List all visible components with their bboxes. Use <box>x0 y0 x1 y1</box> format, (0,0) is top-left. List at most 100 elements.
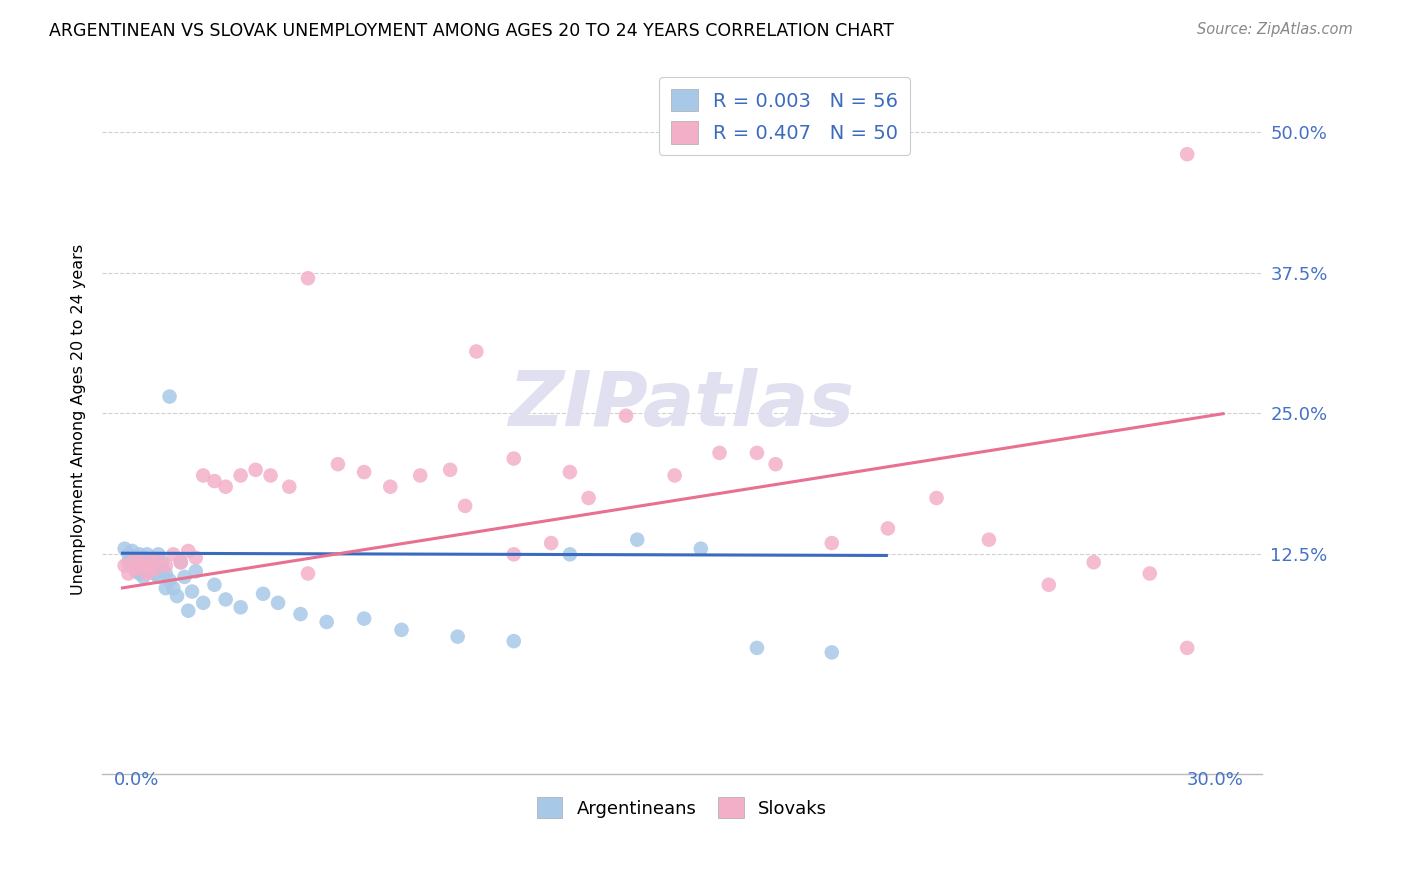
Point <box>136 558 159 573</box>
Point <box>745 446 768 460</box>
Point <box>215 480 238 494</box>
Point <box>136 566 159 581</box>
Point <box>502 451 524 466</box>
Point <box>977 533 1000 547</box>
Point <box>380 480 402 494</box>
Point <box>170 555 193 569</box>
Point <box>877 521 900 535</box>
Point <box>139 562 162 576</box>
Point <box>162 581 184 595</box>
Point <box>162 547 184 561</box>
Y-axis label: Unemployment Among Ages 20 to 24 years: Unemployment Among Ages 20 to 24 years <box>72 244 86 595</box>
Point <box>1175 640 1198 655</box>
Point <box>353 611 375 625</box>
Text: 0.0%: 0.0% <box>114 771 159 789</box>
Text: ARGENTINEAN VS SLOVAK UNEMPLOYMENT AMONG AGES 20 TO 24 YEARS CORRELATION CHART: ARGENTINEAN VS SLOVAK UNEMPLOYMENT AMONG… <box>49 22 894 40</box>
Point <box>128 558 150 573</box>
Point <box>626 533 648 547</box>
Point <box>204 578 226 592</box>
Point <box>128 566 150 581</box>
Point <box>821 645 844 659</box>
Point <box>159 390 181 404</box>
Point <box>132 555 155 569</box>
Point <box>465 344 488 359</box>
Point <box>315 615 337 629</box>
Point <box>709 446 731 460</box>
Point <box>117 555 139 569</box>
Point <box>229 600 252 615</box>
Point <box>132 558 155 573</box>
Point <box>689 541 711 556</box>
Point <box>125 562 148 576</box>
Point <box>290 607 312 621</box>
Point <box>1175 147 1198 161</box>
Point <box>821 536 844 550</box>
Point <box>502 634 524 648</box>
Point <box>177 604 200 618</box>
Point <box>114 541 136 556</box>
Point <box>1139 566 1161 581</box>
Point <box>143 566 166 581</box>
Point <box>267 596 290 610</box>
Point <box>252 587 274 601</box>
Point <box>128 553 150 567</box>
Point <box>136 564 159 578</box>
Point <box>121 558 143 573</box>
Text: ZIPatlas: ZIPatlas <box>509 368 855 442</box>
Point <box>297 566 319 581</box>
Point <box>121 544 143 558</box>
Point <box>540 536 562 550</box>
Point <box>148 547 170 561</box>
Point <box>558 547 581 561</box>
Point <box>454 499 477 513</box>
Point <box>139 553 162 567</box>
Point <box>259 468 281 483</box>
Point <box>181 584 204 599</box>
Text: Source: ZipAtlas.com: Source: ZipAtlas.com <box>1197 22 1353 37</box>
Point <box>502 547 524 561</box>
Point <box>173 570 195 584</box>
Point <box>121 553 143 567</box>
Point <box>446 630 468 644</box>
Point <box>664 468 686 483</box>
Point <box>117 566 139 581</box>
Point <box>439 463 461 477</box>
Point <box>170 555 193 569</box>
Point <box>765 457 787 471</box>
Point <box>166 589 188 603</box>
Point <box>229 468 252 483</box>
Point <box>177 544 200 558</box>
Text: 30.0%: 30.0% <box>1187 771 1243 789</box>
Legend: Argentineans, Slovaks: Argentineans, Slovaks <box>530 790 834 825</box>
Point <box>143 562 166 576</box>
Point <box>121 555 143 569</box>
Point <box>925 491 948 505</box>
Point <box>1083 555 1105 569</box>
Point <box>117 547 139 561</box>
Point <box>159 574 181 588</box>
Point <box>136 547 159 561</box>
Point <box>139 555 162 569</box>
Point <box>148 553 170 567</box>
Point <box>1038 578 1060 592</box>
Point <box>245 463 267 477</box>
Point <box>193 596 215 610</box>
Point <box>139 555 162 569</box>
Point <box>125 564 148 578</box>
Point <box>278 480 301 494</box>
Point <box>326 457 349 471</box>
Point <box>578 491 600 505</box>
Point <box>143 558 166 573</box>
Point <box>150 562 173 576</box>
Point <box>353 465 375 479</box>
Point <box>125 555 148 569</box>
Point <box>614 409 637 423</box>
Point <box>148 570 170 584</box>
Point <box>215 592 238 607</box>
Point <box>193 468 215 483</box>
Point <box>155 558 177 573</box>
Point <box>155 581 177 595</box>
Point <box>125 550 148 565</box>
Point <box>204 474 226 488</box>
Point <box>150 555 173 569</box>
